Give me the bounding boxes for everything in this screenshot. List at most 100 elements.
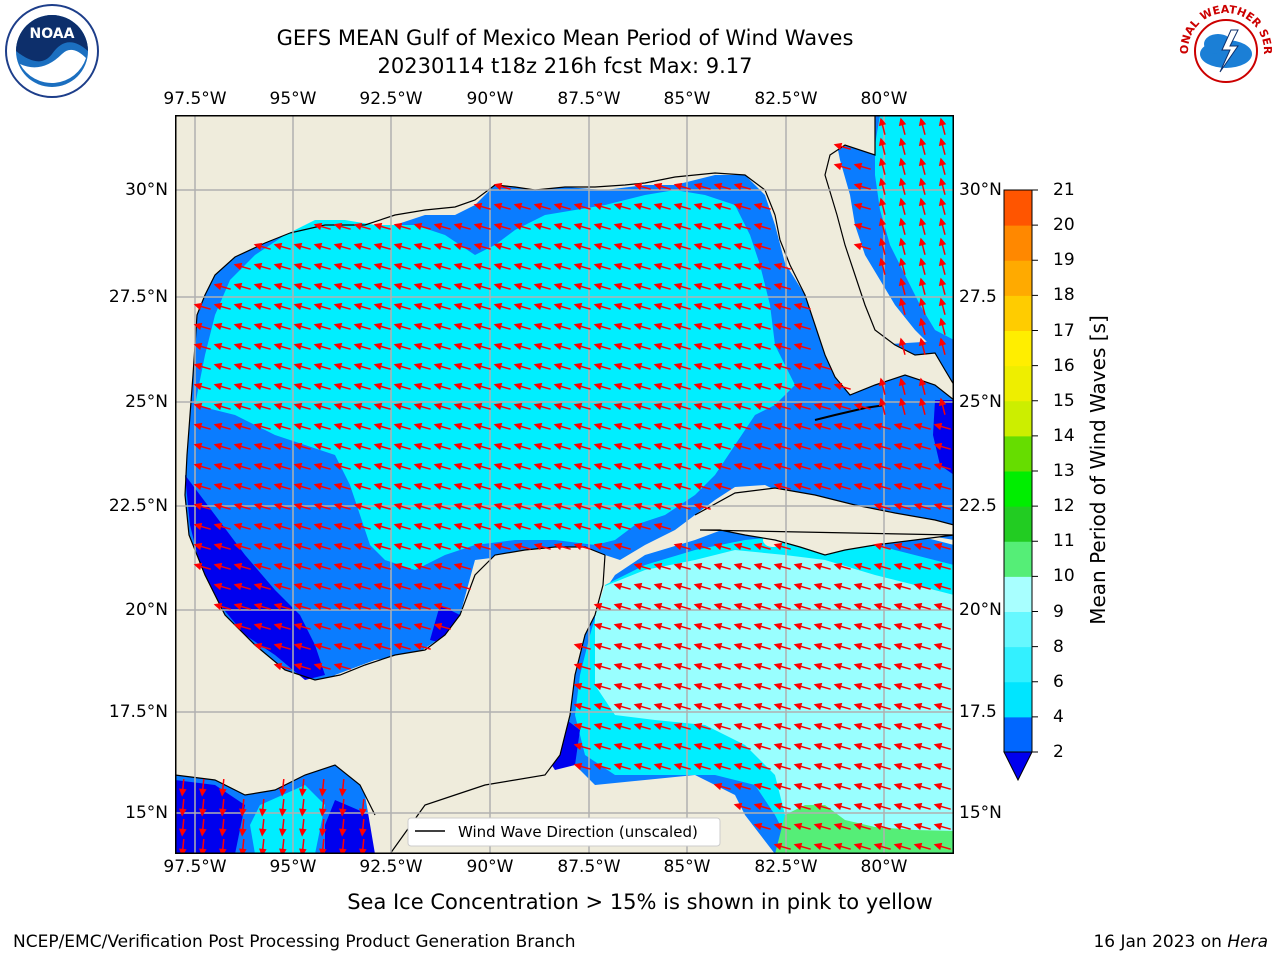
wind-wave-arrowhead [313,562,323,571]
wind-wave-arrowhead [913,502,923,511]
wind-wave-arrowhead [393,462,403,471]
wind-wave-arrowhead [373,622,383,631]
wind-wave-arrowhead [833,722,843,731]
wind-wave-arrowhead [853,682,863,691]
wind-wave-arrowhead [713,282,723,291]
wind-wave-arrowhead [918,257,927,267]
wind-wave-arrowhead [253,282,263,291]
wind-wave-arrowhead [713,562,723,571]
lat-label: 30°N [125,180,168,200]
footer-credit: NCEP/EMC/Verification Post Processing Pr… [13,932,576,952]
wind-wave-arrowhead [873,422,883,431]
wind-wave-arrowhead [633,482,643,491]
wind-wave-arrowhead [913,782,923,791]
wind-wave-arrowhead [913,702,923,711]
lon-label: 92.5°W [359,89,423,109]
wind-wave-arrowhead [413,282,423,291]
cuba-land [695,488,954,555]
wind-wave-arrowhead [293,302,303,311]
wind-wave-arrowhead [793,442,803,451]
wind-wave-arrowhead [293,642,303,651]
wind-wave-arrowhead [233,382,243,391]
wind-wave-arrowhead [733,802,743,811]
wind-wave-arrowhead [279,788,287,797]
wind-wave-arrowhead [633,762,643,771]
wave-period-map: Wind Wave Direction (unscaled) [175,115,954,854]
wind-wave-arrowhead [653,562,663,571]
wind-wave-arrowhead [653,522,663,531]
wind-wave-arrowhead [813,742,823,751]
wind-wave-arrowhead [253,542,263,551]
wind-wave-arrowhead [393,482,403,491]
noaa-logo: NOAA [5,4,99,98]
wind-wave-arrowhead [673,702,683,711]
wind-wave-arrowhead [933,722,943,731]
wind-wave-arrowhead [493,542,503,551]
colorbar-segment [1004,716,1032,753]
wind-wave-arrowhead [593,462,603,471]
wind-wave-arrowhead [593,522,603,531]
colorbar-tick-label: 2 [1053,742,1064,762]
wind-wave-arrowhead [653,702,663,711]
footer-host: Hera [1227,932,1268,952]
wind-wave-arrowhead [513,442,523,451]
wind-wave-arrowhead [513,462,523,471]
bahamas-deep [933,400,954,475]
wind-wave-arrowhead [873,762,883,771]
wind-wave-arrowhead [339,808,347,817]
wind-wave-arrowhead [773,842,783,851]
wind-wave-arrowhead [199,828,207,837]
wind-wave-arrowhead [673,302,683,311]
wind-wave-arrowhead [733,222,743,231]
wind-wave-arrowhead [873,842,883,851]
wind-wave-arrowhead [533,462,543,471]
map-frame [175,115,954,854]
wind-wave-arrowhead [353,382,363,391]
wind-wave-arrowhead [273,262,283,271]
wind-wave-arrowhead [853,722,863,731]
wind-wave-arrowhead [773,482,783,491]
wind-wave-arrowhead [413,442,423,451]
wind-wave-arrowhead [493,422,503,431]
wind-wave-arrowhead [373,642,383,651]
colorbar-tick-label: 19 [1053,250,1075,271]
wind-wave-arrowhead [773,762,783,771]
wind-wave-arrowhead [898,297,907,307]
wind-wave-arrowhead [633,682,643,691]
wind-wave-arrowhead [893,482,903,491]
wind-wave-arrowhead [553,342,563,351]
wind-wave-arrowhead [533,322,543,331]
wind-wave-arrowhead [773,822,783,831]
wind-wave-arrowhead [873,642,883,651]
lon-label: 95°W [269,857,317,877]
wind-wave-arrowhead [653,402,663,411]
wind-wave-arrowhead [293,542,303,551]
wind-wave-arrowhead [753,602,763,611]
wind-wave-arrowhead [613,742,623,751]
wind-wave-arrowhead [573,322,583,331]
wind-wave-arrowhead [853,782,863,791]
wind-wave-arrowhead [273,382,283,391]
wind-wave-arrowhead [293,382,303,391]
wind-wave-arrowhead [493,522,503,531]
wind-wave-arrowhead [673,462,683,471]
wind-wave-arrowhead [213,462,223,471]
wind-wave-arrowhead [793,482,803,491]
wind-wave-arrowhead [853,802,863,811]
wind-wave-arrowhead [573,442,583,451]
lon-label: 97.5°W [163,89,227,109]
wind-wave-arrowhead [333,362,343,371]
wind-wave-arrowhead [753,682,763,691]
wind-wave-arrowhead [713,782,723,791]
wind-wave-arrowhead [333,322,343,331]
wind-wave-arrowhead [573,282,583,291]
wind-wave-arrowhead [253,582,263,591]
wind-wave-arrowhead [593,502,603,511]
wind-wave-arrowhead [313,322,323,331]
wind-wave-arrowhead [938,297,947,307]
wind-wave-arrowhead [353,602,363,611]
wind-wave-arrowhead [193,422,203,431]
wind-wave-arrowhead [893,462,903,471]
wind-wave-arrowhead [673,262,683,271]
wind-wave-arrowhead [293,522,303,531]
